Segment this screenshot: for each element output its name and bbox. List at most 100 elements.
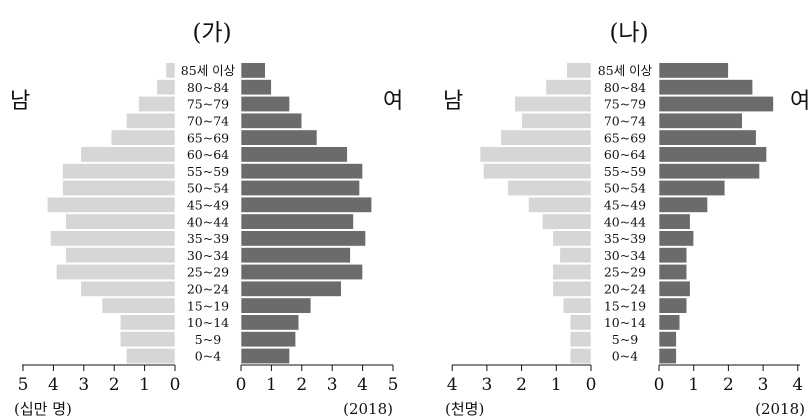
female-bar: [240, 146, 348, 163]
male-bar: [562, 297, 592, 314]
bars-group-ga: [46, 62, 372, 364]
male-bar: [552, 230, 592, 247]
female-bar: [240, 247, 351, 264]
male-bar: [126, 347, 176, 364]
female-bar: [658, 196, 708, 213]
age-label: 55~59: [604, 164, 646, 179]
male-bar: [80, 280, 176, 297]
female-bar: [240, 230, 366, 247]
male-bar: [120, 314, 176, 331]
male-bar: [552, 280, 592, 297]
axis-ticks-na: 4 3 2 1 0 0 1 2 3 4: [447, 365, 803, 395]
male-bar: [138, 96, 176, 113]
female-bar: [240, 163, 363, 180]
male-tick-label: 0: [586, 375, 597, 395]
age-label: 75~79: [187, 97, 229, 112]
age-label: 70~74: [187, 114, 229, 129]
female-bar: [658, 112, 743, 129]
female-tick-label: 4: [357, 375, 368, 395]
male-tick-label: 1: [551, 375, 562, 395]
age-label: 20~24: [187, 282, 229, 297]
female-tick-label: 5: [388, 375, 399, 395]
male-bar: [521, 112, 592, 129]
male-tick-label: 3: [78, 375, 89, 395]
age-label: 45~49: [187, 198, 229, 213]
female-bar: [240, 280, 342, 297]
female-bar: [240, 180, 360, 197]
female-tick-label: 0: [654, 375, 665, 395]
chart-title-na: (나): [609, 20, 648, 46]
female-bar: [240, 347, 290, 364]
age-label: 40~44: [187, 214, 229, 229]
male-bar: [46, 196, 176, 213]
male-bar: [545, 79, 592, 96]
female-bar: [240, 96, 290, 113]
male-bar: [569, 347, 592, 364]
female-label-na: 여: [790, 89, 810, 114]
female-tick-label: 3: [327, 375, 338, 395]
age-label: 35~39: [604, 231, 646, 246]
age-label: 10~14: [604, 315, 646, 330]
age-label: 75~79: [604, 97, 646, 112]
female-bar: [658, 96, 774, 113]
male-bar: [542, 213, 592, 230]
female-tick-label: 2: [723, 375, 734, 395]
male-bar: [566, 62, 592, 79]
female-tick-label: 2: [296, 375, 307, 395]
male-bar: [507, 180, 592, 197]
age-label: 60~64: [604, 147, 646, 162]
female-bar: [240, 331, 297, 348]
female-bar: [658, 247, 688, 264]
age-label: 30~34: [187, 248, 229, 263]
female-bar: [240, 314, 300, 331]
female-bar: [240, 112, 303, 129]
year-label-na: (2018): [755, 400, 805, 418]
age-label: 80~84: [604, 80, 646, 95]
female-bar: [658, 129, 757, 146]
age-label: 15~19: [187, 298, 229, 313]
male-bar: [126, 112, 176, 129]
age-label: 15~19: [604, 298, 646, 313]
female-bar: [658, 230, 695, 247]
female-tick-label: 1: [266, 375, 277, 395]
male-tick-label: 1: [139, 375, 150, 395]
age-label: 35~39: [187, 231, 229, 246]
female-bar: [658, 263, 688, 280]
male-bar: [500, 129, 592, 146]
female-bar: [658, 163, 760, 180]
male-bar: [483, 163, 592, 180]
male-bar: [62, 180, 176, 197]
male-bar: [528, 196, 592, 213]
age-label: 0~4: [612, 349, 638, 364]
age-label: 55~59: [187, 164, 229, 179]
male-bar: [514, 96, 592, 113]
female-bar: [658, 213, 691, 230]
male-tick-label: 0: [170, 375, 181, 395]
age-label: 0~4: [195, 349, 221, 364]
age-label: 25~29: [604, 265, 646, 280]
unit-label-ga: (십만 명): [14, 400, 72, 418]
male-bar: [165, 62, 176, 79]
male-bar: [479, 146, 592, 163]
male-bar: [569, 314, 592, 331]
age-label: 25~29: [187, 265, 229, 280]
male-bar: [559, 247, 592, 264]
age-label: 85세 이상: [598, 63, 653, 78]
male-label-na: 남: [443, 89, 463, 114]
female-bar: [658, 331, 677, 348]
age-label: 65~69: [187, 130, 229, 145]
male-tick-label: 2: [516, 375, 527, 395]
male-bar: [65, 213, 176, 230]
age-label: 45~49: [604, 198, 646, 213]
female-bar: [658, 314, 681, 331]
male-bar: [62, 163, 176, 180]
female-bar: [240, 62, 266, 79]
age-label: 85세 이상: [181, 63, 236, 78]
female-bar: [240, 213, 354, 230]
male-bar: [156, 79, 176, 96]
male-bar: [552, 263, 592, 280]
age-label: 65~69: [604, 130, 646, 145]
